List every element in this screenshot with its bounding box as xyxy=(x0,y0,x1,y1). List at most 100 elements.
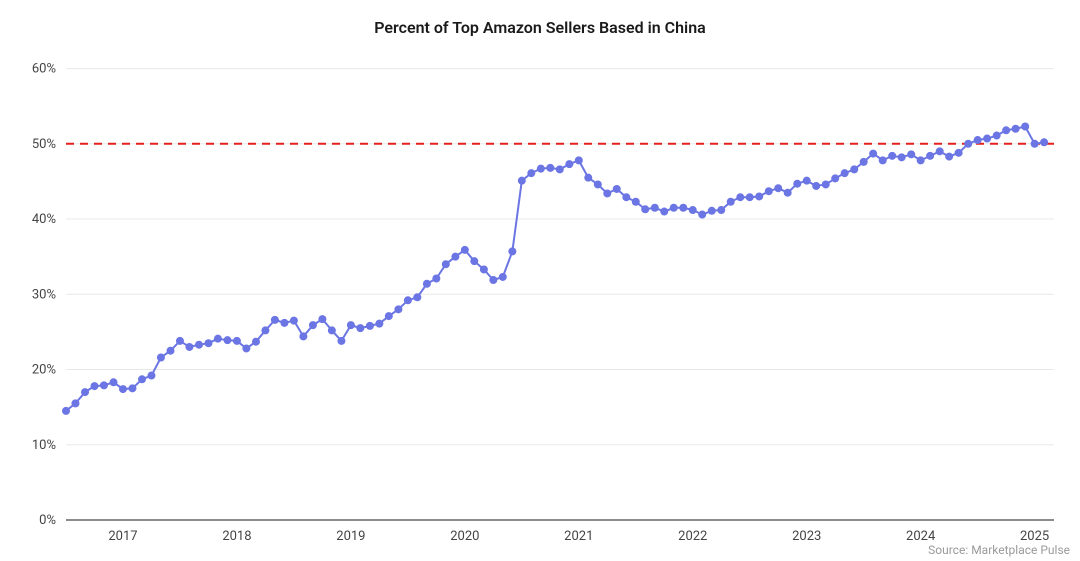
series-marker xyxy=(945,153,953,161)
series-marker xyxy=(461,246,469,254)
series-marker xyxy=(375,320,383,328)
series-marker xyxy=(641,205,649,213)
series-marker xyxy=(147,372,155,380)
series-marker xyxy=(394,305,402,313)
series-marker xyxy=(793,180,801,188)
series-marker xyxy=(651,204,659,212)
series-marker xyxy=(983,135,991,143)
series-marker xyxy=(470,257,478,265)
series-marker xyxy=(110,378,118,386)
series-marker xyxy=(261,326,269,334)
x-tick-label: 2021 xyxy=(564,529,593,544)
x-tick-label: 2024 xyxy=(906,529,936,544)
series-marker xyxy=(185,343,193,351)
series-marker xyxy=(917,156,925,164)
series-marker xyxy=(271,316,279,324)
y-tick-label: 30% xyxy=(32,287,56,302)
series-marker xyxy=(717,206,725,214)
series-marker xyxy=(347,321,355,329)
series-marker xyxy=(784,189,792,197)
series-marker xyxy=(955,149,963,157)
series-marker xyxy=(252,338,260,346)
series-marker xyxy=(1021,123,1029,131)
y-tick-label: 60% xyxy=(32,62,56,77)
series-marker xyxy=(480,265,488,273)
series-marker xyxy=(603,189,611,197)
series-marker xyxy=(451,253,459,261)
series-marker xyxy=(119,385,127,393)
series-marker xyxy=(964,140,972,148)
series-marker xyxy=(565,160,573,168)
series-marker xyxy=(489,276,497,284)
x-tick-label: 2025 xyxy=(1020,529,1049,544)
y-tick-label: 20% xyxy=(32,363,56,378)
series-marker xyxy=(869,150,877,158)
series-marker xyxy=(850,165,858,173)
x-tick-label: 2023 xyxy=(792,529,821,544)
y-tick-label: 50% xyxy=(32,137,56,152)
series-marker xyxy=(812,182,820,190)
chart-container: Percent of Top Amazon Sellers Based in C… xyxy=(0,0,1080,561)
series-marker xyxy=(100,381,108,389)
series-marker xyxy=(1040,138,1048,146)
series-marker xyxy=(195,341,203,349)
series-marker xyxy=(537,165,545,173)
series-marker xyxy=(546,164,554,172)
series-marker xyxy=(841,169,849,177)
series-marker xyxy=(356,324,364,332)
series-marker xyxy=(214,335,222,343)
series-marker xyxy=(556,165,564,173)
series-marker xyxy=(632,198,640,206)
series-marker xyxy=(62,407,70,415)
series-marker xyxy=(176,337,184,345)
series-marker xyxy=(613,185,621,193)
series-marker xyxy=(1002,126,1010,134)
source-credit: Source: Marketplace Pulse xyxy=(928,543,1070,557)
series-line xyxy=(66,127,1044,411)
series-marker xyxy=(679,204,687,212)
x-tick-label: 2020 xyxy=(450,529,479,544)
series-marker xyxy=(242,344,250,352)
series-marker xyxy=(157,353,165,361)
series-marker xyxy=(831,174,839,182)
series-marker xyxy=(527,169,535,177)
series-marker xyxy=(508,247,516,255)
series-marker xyxy=(81,388,89,396)
series-marker xyxy=(575,156,583,164)
series-marker xyxy=(280,319,288,327)
series-marker xyxy=(907,150,915,158)
chart-title: Percent of Top Amazon Sellers Based in C… xyxy=(0,18,1080,37)
series-marker xyxy=(926,152,934,160)
series-marker xyxy=(736,193,744,201)
series-marker xyxy=(404,296,412,304)
series-marker xyxy=(337,337,345,345)
series-marker xyxy=(974,136,982,144)
series-marker xyxy=(1031,140,1039,148)
series-marker xyxy=(328,326,336,334)
series-marker xyxy=(803,177,811,185)
y-tick-label: 0% xyxy=(39,513,56,528)
series-marker xyxy=(755,192,763,200)
y-tick-label: 10% xyxy=(32,438,56,453)
series-marker xyxy=(860,158,868,166)
series-marker xyxy=(309,321,317,329)
series-marker xyxy=(518,177,526,185)
series-marker xyxy=(898,153,906,161)
series-marker xyxy=(71,399,79,407)
series-marker xyxy=(233,337,241,345)
series-marker xyxy=(822,180,830,188)
series-marker xyxy=(698,211,706,219)
series-marker xyxy=(299,332,307,340)
series-marker xyxy=(765,187,773,195)
chart-svg: 0%10%20%30%40%50%60%20172018201920202021… xyxy=(0,0,1080,561)
series-marker xyxy=(936,147,944,155)
series-marker xyxy=(670,204,678,212)
series-marker xyxy=(727,198,735,206)
series-marker xyxy=(223,336,231,344)
series-marker xyxy=(385,312,393,320)
series-marker xyxy=(90,382,98,390)
series-marker xyxy=(290,317,298,325)
series-marker xyxy=(888,152,896,160)
series-marker xyxy=(128,384,136,392)
series-marker xyxy=(423,280,431,288)
